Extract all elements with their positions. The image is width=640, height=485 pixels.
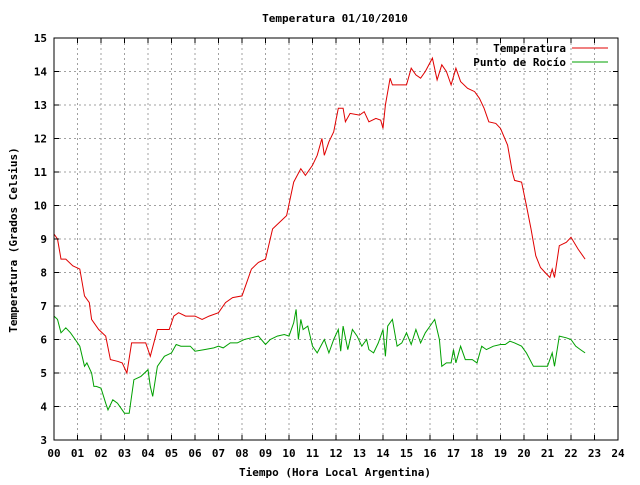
x-tick-label: 23 xyxy=(588,447,601,460)
grid-lines xyxy=(54,38,618,440)
y-tick-label: 5 xyxy=(40,367,47,380)
y-tick-label: 4 xyxy=(40,401,47,414)
x-tick-label: 08 xyxy=(235,447,248,460)
y-tick-label: 13 xyxy=(34,99,47,112)
x-tick-label: 11 xyxy=(306,447,320,460)
x-axis-label: Tiempo (Hora Local Argentina) xyxy=(239,466,431,479)
series-line-temperatura xyxy=(53,56,586,375)
x-tick-label: 12 xyxy=(329,447,342,460)
y-tick-label: 12 xyxy=(34,133,47,146)
x-tick-label: 04 xyxy=(141,447,155,460)
legend-label-punto-de-rocio: Punto de Rocío xyxy=(473,56,566,69)
y-axis-label: Temperatura (Grados Celsius) xyxy=(7,147,20,332)
x-tick-label: 06 xyxy=(188,447,202,460)
x-tick-label: 10 xyxy=(282,447,295,460)
axis-ticks: 00 01 02 03 04 05 06 07 08 09 10 11 12 13 14 15 16 17 18 19… xyxy=(34,32,625,460)
legend-label-temperatura: Temperatura xyxy=(493,42,566,55)
y-tick-label: 11 xyxy=(34,166,48,179)
x-tick-label: 02 xyxy=(94,447,107,460)
y-tick-label: 10 xyxy=(34,200,47,213)
x-tick-label: 14 xyxy=(376,447,390,460)
series-layer xyxy=(53,56,586,414)
x-tick-label: 07 xyxy=(212,447,225,460)
y-tick-label: 9 xyxy=(40,233,47,246)
x-tick-label: 22 xyxy=(564,447,577,460)
y-tick-label: 14 xyxy=(34,66,48,79)
x-tick-label: 15 xyxy=(400,447,413,460)
x-tick-label: 24 xyxy=(611,447,625,460)
series-line-punto-de-rocio xyxy=(53,309,586,414)
x-tick-label: 18 xyxy=(470,447,483,460)
x-tick-label: 03 xyxy=(118,447,131,460)
y-tick-label: 3 xyxy=(40,434,47,447)
x-tick-label: 21 xyxy=(541,447,555,460)
x-tick-label: 01 xyxy=(71,447,85,460)
x-tick-label: 20 xyxy=(517,447,530,460)
y-tick-label: 7 xyxy=(40,300,47,313)
y-tick-label: 6 xyxy=(40,334,47,347)
x-tick-label: 09 xyxy=(259,447,272,460)
y-tick-label: 15 xyxy=(34,32,47,45)
chart-title: Temperatura 01/10/2010 xyxy=(262,12,408,25)
x-tick-label: 13 xyxy=(353,447,366,460)
x-tick-label: 16 xyxy=(423,447,437,460)
x-tick-label: 05 xyxy=(165,447,178,460)
x-tick-label: 17 xyxy=(447,447,460,460)
x-tick-label: 00 xyxy=(47,447,60,460)
x-tick-label: 19 xyxy=(494,447,507,460)
y-tick-label: 8 xyxy=(40,267,47,280)
